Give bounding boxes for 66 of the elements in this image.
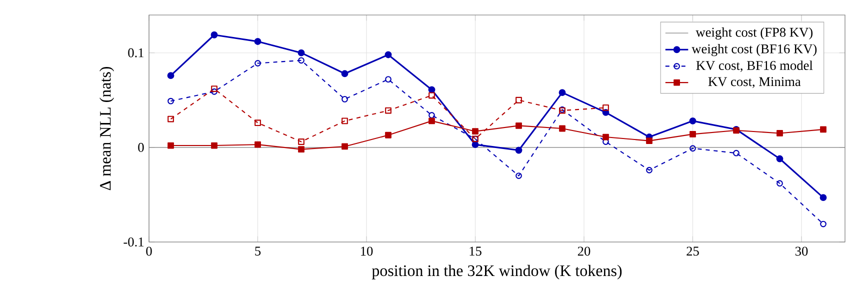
- point: [342, 96, 348, 102]
- point: [428, 112, 435, 118]
- point: [516, 122, 522, 129]
- legend-label: weight cost (BF16 KV): [692, 44, 817, 56]
- legend-label: KV cost, Minima: [708, 77, 801, 88]
- point: [820, 220, 826, 228]
- y-tick-label: 0: [138, 142, 144, 152]
- point: [254, 60, 261, 66]
- legend-label: weight cost (FP8 KV): [696, 27, 813, 40]
- point: [428, 92, 435, 99]
- point: [342, 143, 348, 150]
- point: [254, 120, 261, 126]
- point: [168, 116, 174, 122]
- point: [211, 142, 218, 149]
- point: [428, 118, 435, 124]
- y-tick-label: 0.1: [128, 48, 144, 58]
- point: [428, 86, 436, 94]
- point: [342, 118, 348, 124]
- point: [298, 57, 304, 64]
- point: [559, 125, 566, 132]
- point: [515, 146, 522, 154]
- y-axis-title: Δ mean NLL (nats): [100, 66, 114, 190]
- legend-label: KV cost, BF16 model: [696, 60, 813, 72]
- point: [384, 51, 392, 58]
- point: [602, 104, 609, 111]
- x-tick-label: 30: [795, 246, 808, 256]
- x-tick-label: 25: [686, 246, 699, 256]
- point: [646, 166, 652, 174]
- point: [298, 49, 305, 56]
- x-tick-label: 10: [361, 246, 373, 256]
- point: [689, 117, 696, 124]
- point: [558, 89, 566, 96]
- point: [516, 96, 522, 104]
- point: [602, 134, 609, 140]
- point: [733, 150, 740, 156]
- point: [298, 146, 304, 153]
- point: [776, 155, 784, 162]
- point: [254, 38, 262, 45]
- x-tick-label: 20: [578, 246, 590, 256]
- point: [472, 128, 478, 135]
- point: [472, 141, 479, 148]
- point: [820, 126, 826, 133]
- point: [167, 72, 174, 80]
- point: [690, 145, 696, 152]
- point: [385, 76, 392, 83]
- point: [211, 86, 218, 92]
- point: [690, 130, 696, 138]
- point: [168, 98, 174, 104]
- x-tick-label: 5: [255, 246, 261, 256]
- point: [211, 88, 218, 95]
- point: [385, 132, 392, 138]
- point: [516, 172, 522, 179]
- point: [341, 70, 348, 78]
- x-axis-title: position in the 32K window (K tokens): [372, 264, 622, 280]
- point: [254, 141, 261, 148]
- point: [820, 194, 827, 202]
- point: [298, 138, 304, 145]
- point: [168, 142, 174, 149]
- point: [646, 138, 652, 144]
- point: [210, 31, 218, 38]
- y-tick-label: -0.1: [124, 237, 144, 247]
- point: [776, 180, 783, 187]
- point: [776, 130, 783, 136]
- x-tick-label: 15: [470, 246, 482, 256]
- point: [385, 107, 392, 114]
- x-tick-label: 0: [146, 246, 152, 256]
